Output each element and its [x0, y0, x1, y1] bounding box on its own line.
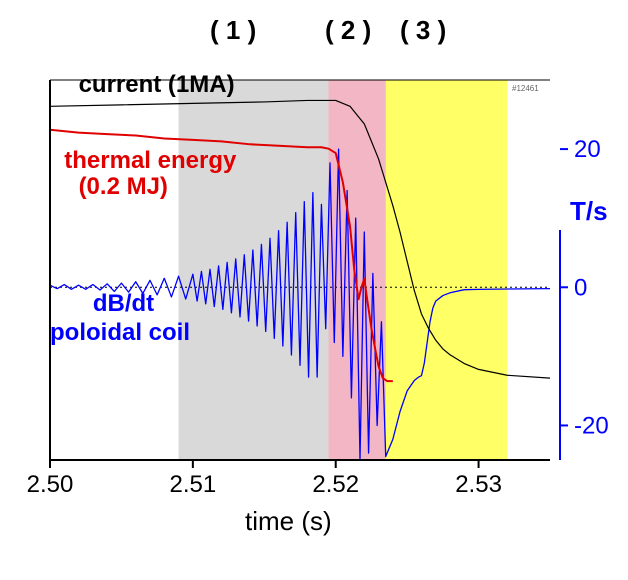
shot-id: #12461 [512, 84, 539, 93]
series-label-dbdt-1: dB/dt [93, 290, 154, 318]
svg-text:-20: -20 [574, 412, 609, 439]
svg-text:20: 20 [574, 136, 601, 163]
series-label-current: current (1MA) [79, 71, 235, 99]
series-label-thermal-2: (0.2 MJ) [79, 173, 168, 201]
right-axis-label: T/s [570, 196, 608, 227]
svg-text:0: 0 [574, 274, 587, 301]
svg-text:2.51: 2.51 [169, 471, 216, 498]
series-label-thermal-1: thermal energy [64, 147, 236, 175]
svg-text:2.53: 2.53 [455, 471, 502, 498]
series-label-dbdt-2: poloidal coil [50, 319, 190, 347]
x-axis-label: time (s) [245, 506, 332, 537]
svg-text:2.50: 2.50 [27, 471, 74, 498]
svg-text:2.52: 2.52 [312, 471, 359, 498]
